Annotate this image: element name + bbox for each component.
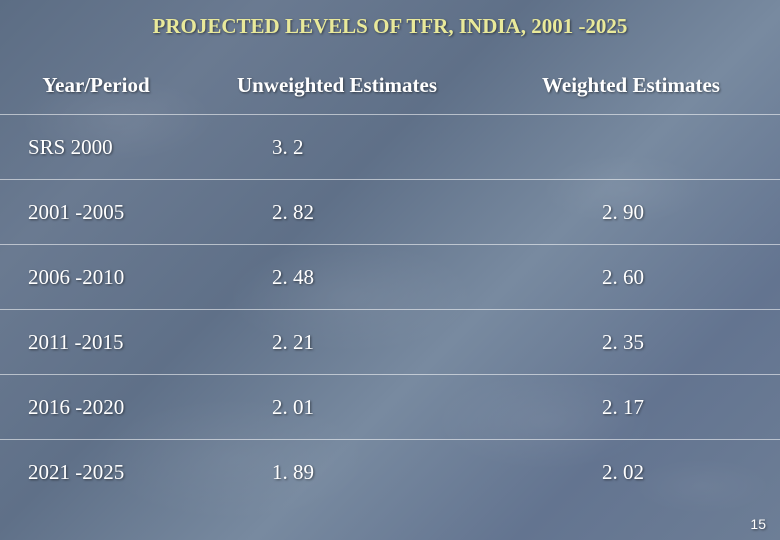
cell-unweighted: 2. 01 <box>192 375 482 440</box>
slide: PROJECTED LEVELS OF TFR, INDIA, 2001 -20… <box>0 0 780 540</box>
col-header-weighted: Weighted Estimates <box>482 56 780 115</box>
table-row: 2011 -2015 2. 21 2. 35 <box>0 310 780 375</box>
cell-period: 2011 -2015 <box>0 310 192 375</box>
cell-weighted: 2. 17 <box>482 375 780 440</box>
cell-period: 2016 -2020 <box>0 375 192 440</box>
cell-unweighted: 1. 89 <box>192 440 482 505</box>
table-row: 2021 -2025 1. 89 2. 02 <box>0 440 780 505</box>
cell-unweighted: 2. 21 <box>192 310 482 375</box>
cell-weighted: 2. 02 <box>482 440 780 505</box>
page-number: 15 <box>750 516 766 532</box>
cell-period: 2001 -2005 <box>0 180 192 245</box>
cell-period: SRS 2000 <box>0 115 192 180</box>
cell-period: 2006 -2010 <box>0 245 192 310</box>
table-row: SRS 2000 3. 2 <box>0 115 780 180</box>
table-row: 2001 -2005 2. 82 2. 90 <box>0 180 780 245</box>
table-row: 2016 -2020 2. 01 2. 17 <box>0 375 780 440</box>
cell-weighted <box>482 115 780 180</box>
table-row: 2006 -2010 2. 48 2. 60 <box>0 245 780 310</box>
cell-unweighted: 3. 2 <box>192 115 482 180</box>
cell-period: 2021 -2025 <box>0 440 192 505</box>
col-header-unweighted: Unweighted Estimates <box>192 56 482 115</box>
cell-weighted: 2. 90 <box>482 180 780 245</box>
col-header-period: Year/Period <box>0 56 192 115</box>
cell-weighted: 2. 35 <box>482 310 780 375</box>
cell-weighted: 2. 60 <box>482 245 780 310</box>
cell-unweighted: 2. 48 <box>192 245 482 310</box>
slide-title: PROJECTED LEVELS OF TFR, INDIA, 2001 -20… <box>0 14 780 39</box>
table-header-row: Year/Period Unweighted Estimates Weighte… <box>0 56 780 115</box>
tfr-table: Year/Period Unweighted Estimates Weighte… <box>0 56 780 504</box>
cell-unweighted: 2. 82 <box>192 180 482 245</box>
